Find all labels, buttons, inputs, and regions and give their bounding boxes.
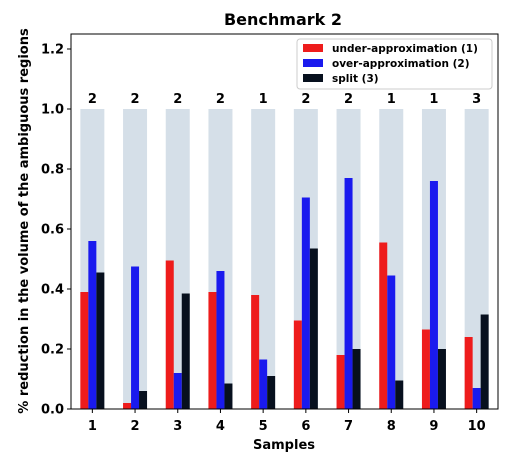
bar	[208, 292, 217, 409]
bar	[309, 248, 318, 409]
x-tick-label: 10	[468, 419, 486, 434]
bar	[96, 272, 105, 409]
bar	[472, 388, 481, 409]
bar	[429, 181, 438, 409]
bar	[421, 329, 430, 409]
bar	[379, 242, 388, 409]
bar	[464, 337, 473, 409]
bar	[480, 314, 489, 409]
x-tick-label: 7	[344, 419, 353, 434]
chart-title: Benchmark 2	[224, 10, 342, 29]
y-tick-label: 0.2	[41, 343, 64, 358]
bar	[387, 275, 396, 409]
x-tick-label: 5	[259, 419, 268, 434]
legend-swatch	[303, 44, 323, 52]
y-tick-label: 0.8	[41, 163, 64, 178]
x-tick-label: 2	[131, 419, 140, 434]
plot-frame	[70, 33, 499, 410]
legend-box	[296, 38, 493, 90]
legend-swatch	[303, 74, 323, 82]
y-tick-label: 1.0	[41, 103, 64, 118]
data-label: 2	[344, 92, 353, 107]
data-label: 1	[259, 92, 268, 107]
bar	[437, 349, 446, 409]
data-label: 2	[88, 92, 97, 107]
bar	[139, 391, 148, 409]
y-axis-label: % reduction in the volume of the ambiguo…	[17, 28, 32, 414]
bar	[173, 373, 182, 409]
bar	[216, 271, 225, 409]
data-label: 3	[472, 92, 481, 107]
bar	[352, 349, 361, 409]
bar	[293, 320, 302, 409]
bar	[259, 359, 268, 409]
bar	[251, 295, 260, 409]
x-tick-label: 4	[216, 419, 225, 434]
bar	[88, 241, 97, 409]
legend-label: over-approximation (2)	[332, 58, 470, 70]
bar	[224, 383, 233, 409]
y-tick-label: 0.6	[41, 223, 64, 238]
x-tick-label: 9	[429, 419, 438, 434]
bar	[165, 260, 174, 409]
data-label: 1	[429, 92, 438, 107]
bar	[336, 355, 345, 409]
data-label: 2	[216, 92, 225, 107]
data-label: 2	[301, 92, 310, 107]
bar	[301, 197, 310, 409]
legend-label: split (3)	[332, 73, 379, 85]
x-tick-label: 3	[173, 419, 182, 434]
legend-label: under-approximation (1)	[332, 43, 478, 55]
plot-area: 2 2 2 2 1 2 2 1 1 3	[80, 92, 489, 409]
bar	[267, 376, 276, 409]
y-tick-label: 1.2	[41, 43, 64, 58]
x-tick-label: 6	[301, 419, 310, 434]
bar	[123, 403, 132, 409]
bar	[131, 266, 140, 409]
x-tick-label: 1	[88, 419, 97, 434]
bar	[80, 292, 89, 409]
bar	[344, 178, 353, 409]
x-axis-label: Samples	[253, 438, 315, 453]
legend-swatch	[303, 59, 323, 67]
y-tick-label: 0.4	[41, 283, 64, 298]
bar	[181, 293, 190, 409]
legend: under-approximation (1) over-approximatio…	[296, 38, 493, 90]
data-label: 2	[131, 92, 140, 107]
x-tick-label: 8	[387, 419, 396, 434]
y-tick-label: 0.0	[41, 403, 64, 418]
bar	[395, 380, 404, 409]
data-label: 1	[387, 92, 396, 107]
data-label: 2	[173, 92, 182, 107]
axes: 0.0 0.2 0.4 0.6 0.8 1.0 1.2 1 2 3 4 5 6 7 8 9 10	[41, 33, 499, 434]
